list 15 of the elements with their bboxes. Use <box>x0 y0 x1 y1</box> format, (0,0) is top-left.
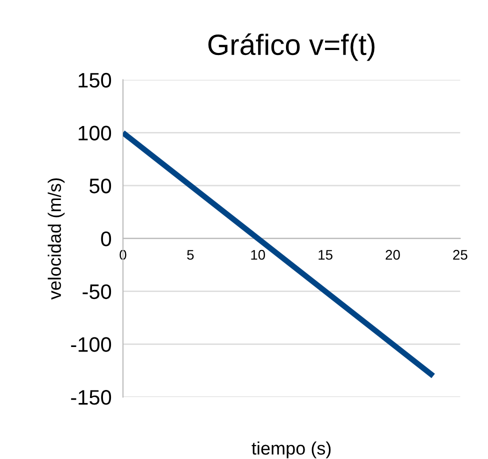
y-tick-label: 100 <box>78 126 112 140</box>
x-axis-title: tiempo (s) <box>252 441 331 458</box>
x-tick-label: 10 <box>251 250 266 260</box>
y-tick-label: 0 <box>101 231 112 246</box>
chart-title: Gráfico v=f(t) <box>208 33 374 61</box>
x-tick-label: 5 <box>187 250 194 260</box>
y-tick-label: 150 <box>78 72 112 88</box>
x-tick-label: 15 <box>318 250 332 260</box>
x-tick-label: 25 <box>453 250 468 260</box>
y-tick-label: -150 <box>71 390 112 405</box>
x-tick-label: 20 <box>386 250 400 260</box>
y-axis-title: velocidad (m/s) <box>48 178 65 300</box>
y-tick-label: 50 <box>90 178 112 194</box>
y-tick-label: -50 <box>82 284 112 300</box>
y-tick-label: -100 <box>71 337 112 352</box>
